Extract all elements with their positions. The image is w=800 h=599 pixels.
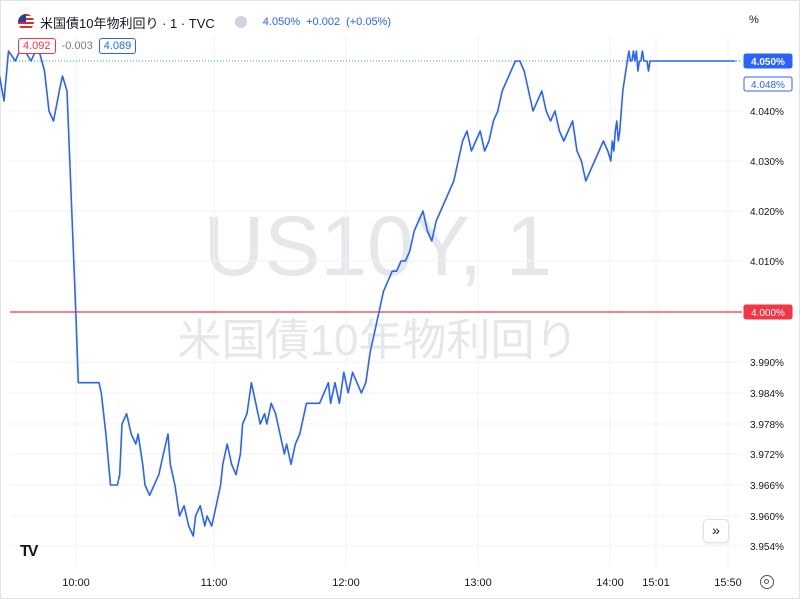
double-chevron-right-icon[interactable]: » <box>703 519 729 543</box>
watermark-symbol: US10Y, 1 <box>204 199 553 293</box>
y-tick-label: 3.984% <box>750 389 784 400</box>
settings-gear-icon[interactable] <box>760 575 774 589</box>
y-tick-label: 3.978% <box>750 420 784 431</box>
y-axis[interactable]: 4.040% 4.030% 4.020% 4.010% 3.990% 3.984% 3.97… <box>743 53 793 553</box>
us-flag-icon <box>18 14 34 30</box>
market-status-dot <box>234 16 247 28</box>
percent-scale-button[interactable]: % <box>749 14 759 26</box>
series-line[interactable] <box>0 45 736 537</box>
ask-box[interactable]: 4.089 <box>98 38 137 54</box>
x-tick-label: 10:00 <box>62 577 90 589</box>
x-tick-label: 14:00 <box>596 577 624 589</box>
tradingview-logo-icon[interactable]: TV <box>20 543 39 560</box>
price-label-text: 4.000% <box>751 308 785 319</box>
x-tick-label: 11:00 <box>201 577 228 589</box>
y-tick-label: 3.954% <box>750 542 784 553</box>
y-tick-label: 3.972% <box>750 450 784 461</box>
price-change: +0.002 <box>306 16 341 28</box>
y-tick-label: 4.010% <box>750 257 784 268</box>
x-tick-label: 15:50 <box>714 577 742 589</box>
x-axis[interactable]: 10:00 11:00 12:00 13:00 14:00 15:01 15:50 <box>62 577 742 589</box>
y-tick-label: 4.030% <box>750 157 784 168</box>
watermark-name: 米国債10年物利回り <box>178 316 579 365</box>
spread-value: -0.003 <box>61 40 93 52</box>
price-label: 4.050% <box>743 53 793 69</box>
grid <box>10 36 742 565</box>
y-tick-label: 4.020% <box>750 207 784 218</box>
y-tick-label: 3.966% <box>750 481 784 492</box>
price-label-box <box>743 53 793 69</box>
price-change-percent: (+0.05%) <box>346 16 392 28</box>
y-tick-label: 3.990% <box>750 358 784 369</box>
y-tick-label: 3.960% <box>750 512 784 523</box>
price-label-box <box>743 76 793 92</box>
price-label: 4.048% <box>743 76 793 92</box>
bid-box[interactable]: 4.092 <box>18 38 56 54</box>
series-layer <box>0 45 742 537</box>
price-label-text: 4.050% <box>751 57 785 68</box>
symbol-title[interactable]: 米国債10年物利回り · 1 · TVC <box>40 15 215 31</box>
last-price: 4.050% <box>262 16 301 28</box>
price-label: 4.000% <box>743 304 793 320</box>
x-tick-label: 13:00 <box>464 577 492 589</box>
x-tick-label: 15:01 <box>642 577 670 589</box>
price-label-text: 4.048% <box>751 80 785 91</box>
y-tick-label: 4.040% <box>750 107 784 118</box>
symbol-header: 米国債10年物利回り · 1 · TVC 4.050% +0.002 (+0.0… <box>18 12 391 32</box>
x-tick-label: 12:00 <box>332 577 360 589</box>
bid-ask-row: 4.092 -0.003 4.089 <box>18 38 137 54</box>
price-label-box <box>743 304 793 320</box>
